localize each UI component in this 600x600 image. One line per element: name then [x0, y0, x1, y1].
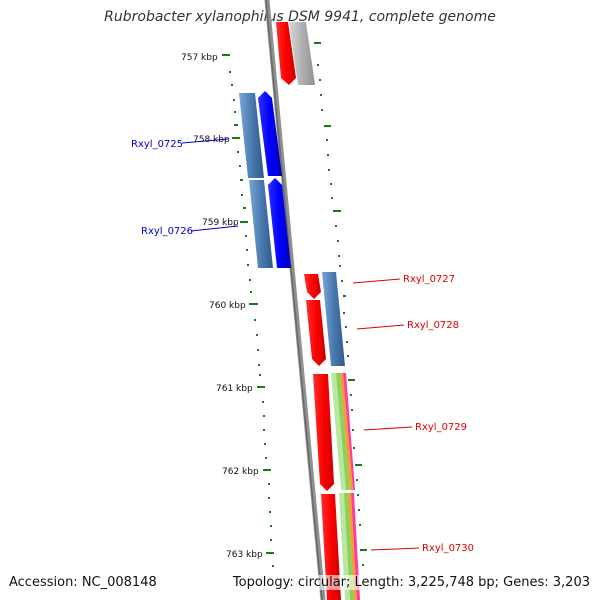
cds-rxyl-0728-steel[interactable]: [322, 272, 345, 366]
cds-rxyl-0726-blue[interactable]: [268, 178, 291, 268]
gene-label-rxyl-0727[interactable]: Rxyl_0727: [403, 274, 455, 285]
tick-label: 763 kbp: [226, 550, 263, 560]
accession-text: Accession: NC_008148: [9, 575, 157, 590]
cds-top-red[interactable]: [276, 22, 296, 85]
gene-labels: Rxyl_0725 Rxyl_0726 Rxyl_0727 Rxyl_0728 …: [131, 139, 474, 554]
gene-leader-lines: [181, 138, 420, 551]
cds-rxyl-0730-stripes[interactable]: [339, 493, 360, 600]
genome-backbone: [264, 0, 326, 600]
cds-rxyl-0725-steel[interactable]: [239, 93, 264, 178]
cds-rxyl-0727[interactable]: [304, 274, 321, 299]
cds-rxyl-0730-red[interactable]: [321, 494, 341, 600]
map-title: Rubrobacter xylanophilus DSM 9941, compl…: [104, 9, 496, 25]
tick-label: 757 kbp: [181, 53, 218, 63]
tick-label: 759 kbp: [202, 218, 239, 228]
feature-top-grey[interactable]: [289, 22, 315, 85]
gene-label-rxyl-0728[interactable]: Rxyl_0728: [407, 320, 459, 331]
gene-label-rxyl-0726[interactable]: Rxyl_0726: [141, 226, 193, 237]
gene-label-rxyl-0730[interactable]: Rxyl_0730: [422, 543, 474, 554]
gene-label-rxyl-0725[interactable]: Rxyl_0725: [131, 139, 183, 150]
gc-skew-dots-left: [222, 54, 274, 567]
cds-rxyl-0729-red[interactable]: [313, 374, 334, 491]
tick-label: 761 kbp: [216, 384, 253, 394]
cds-rxyl-0726-steel[interactable]: [249, 180, 273, 268]
cds-rxyl-0728-red[interactable]: [306, 300, 326, 366]
cds-rxyl-0725-blue[interactable]: [258, 91, 282, 176]
gene-label-rxyl-0729[interactable]: Rxyl_0729: [415, 422, 467, 433]
tick-label: 760 kbp: [209, 301, 246, 311]
cds-rxyl-0729-stripes[interactable]: [331, 373, 355, 490]
genome-summary-text: Topology: circular; Length: 3,225,748 bp…: [232, 575, 590, 590]
tick-label: 762 kbp: [222, 467, 259, 477]
gc-skew-dots-right: [314, 42, 367, 566]
